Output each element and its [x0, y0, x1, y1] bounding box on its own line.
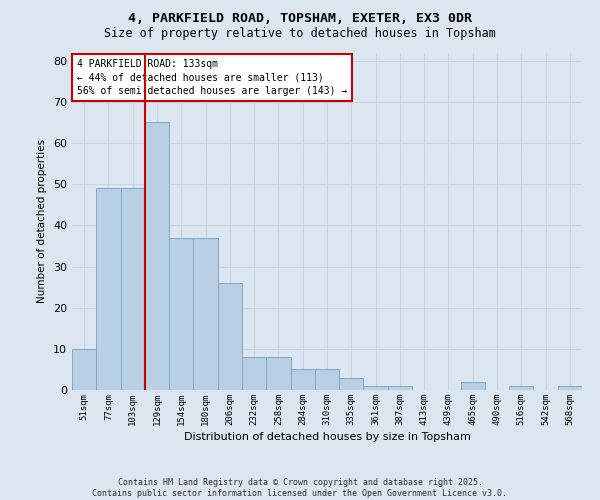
Text: Size of property relative to detached houses in Topsham: Size of property relative to detached ho… [104, 28, 496, 40]
Bar [96, 188, 121, 390]
Bar [461, 382, 485, 390]
Text: Contains HM Land Registry data © Crown copyright and database right 2025.
Contai: Contains HM Land Registry data © Crown c… [92, 478, 508, 498]
Bar [558, 386, 582, 390]
Bar [290, 370, 315, 390]
Bar [72, 349, 96, 390]
Y-axis label: Number of detached properties: Number of detached properties [37, 139, 47, 304]
Bar [169, 238, 193, 390]
Bar [242, 357, 266, 390]
Bar [266, 357, 290, 390]
Bar [218, 283, 242, 390]
Bar [315, 370, 339, 390]
Bar [339, 378, 364, 390]
Bar [193, 238, 218, 390]
Bar [388, 386, 412, 390]
X-axis label: Distribution of detached houses by size in Topsham: Distribution of detached houses by size … [184, 432, 470, 442]
Text: 4 PARKFIELD ROAD: 133sqm
← 44% of detached houses are smaller (113)
56% of semi-: 4 PARKFIELD ROAD: 133sqm ← 44% of detach… [77, 59, 347, 96]
Text: 4, PARKFIELD ROAD, TOPSHAM, EXETER, EX3 0DR: 4, PARKFIELD ROAD, TOPSHAM, EXETER, EX3 … [128, 12, 472, 26]
Bar [145, 122, 169, 390]
Bar [509, 386, 533, 390]
Bar [364, 386, 388, 390]
Bar [121, 188, 145, 390]
